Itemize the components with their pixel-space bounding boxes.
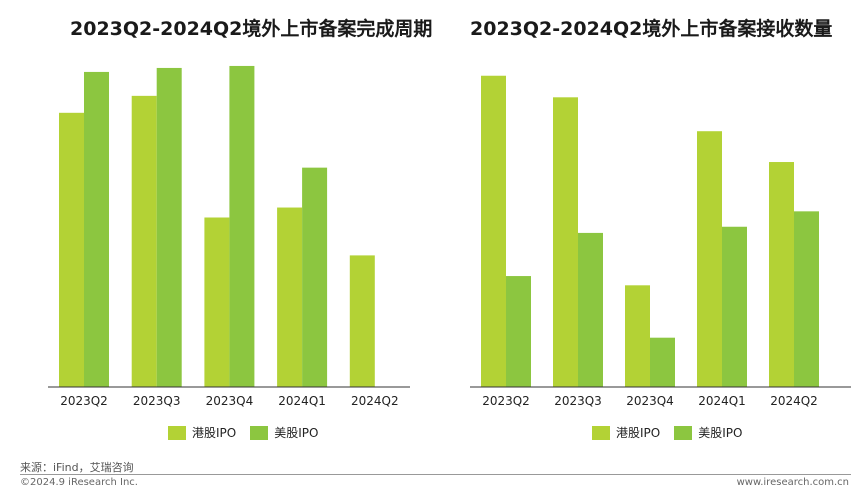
footer-divider bbox=[20, 474, 851, 475]
left-legend: 港股IPO 美股IPO bbox=[168, 424, 332, 441]
x-tick-label: 2023Q2 bbox=[482, 394, 530, 408]
bar-hk-2023q3 bbox=[553, 97, 578, 388]
x-tick-label: 2024Q2 bbox=[351, 394, 399, 408]
copyright-text: ©2024.9 iResearch Inc. bbox=[20, 477, 138, 488]
bar-hk-2024q2 bbox=[769, 162, 794, 387]
legend-item-hk: 港股IPO bbox=[592, 424, 660, 441]
bar-us-2024q2 bbox=[794, 211, 819, 387]
right-bar-chart: 2023Q2 2023Q3 2023Q4 2024Q1 2024Q2 bbox=[470, 75, 851, 408]
bar-hk-2023q2 bbox=[481, 75, 506, 388]
bar-hk-2024q1 bbox=[697, 131, 722, 387]
legend-item-us: 美股IPO bbox=[250, 424, 318, 441]
bar-hk-2023q3 bbox=[131, 95, 157, 387]
bar-us-2023q4 bbox=[650, 337, 675, 387]
bar-hk-2023q4 bbox=[625, 285, 650, 387]
x-tick-label: 2024Q1 bbox=[698, 394, 746, 408]
bar-us-2023q3 bbox=[156, 67, 182, 388]
x-tick-label: 2023Q3 bbox=[554, 394, 602, 408]
x-tick-label: 2023Q4 bbox=[626, 394, 674, 408]
website-url: www.iresearch.com.cn bbox=[736, 477, 849, 488]
bar-hk-2024q1 bbox=[277, 207, 303, 387]
left-bar-chart: 2023Q2 2023Q3 2023Q4 2024Q1 2024Q2 bbox=[48, 65, 410, 408]
legend-swatch-us bbox=[674, 425, 693, 440]
x-tick-label: 2024Q2 bbox=[770, 394, 818, 408]
bar-us-2023q4 bbox=[229, 65, 255, 388]
bar-hk-2024q2 bbox=[349, 255, 375, 387]
source-note: 来源：iFind，艾瑞咨询 bbox=[20, 461, 134, 474]
right-chart-title: 2023Q2-2024Q2境外上市备案接收数量 bbox=[470, 18, 833, 40]
bar-us-2023q2 bbox=[506, 276, 531, 387]
bar-hk-2023q2 bbox=[59, 112, 84, 387]
legend-label-us: 美股IPO bbox=[698, 426, 743, 440]
right-legend: 港股IPO 美股IPO bbox=[592, 424, 756, 441]
legend-swatch-hk bbox=[168, 425, 186, 440]
left-chart-title: 2023Q2-2024Q2境外上市备案完成周期 bbox=[70, 18, 433, 40]
legend-item-us: 美股IPO bbox=[674, 424, 742, 441]
bar-us-2023q3 bbox=[578, 232, 603, 387]
x-tick-label: 2023Q2 bbox=[60, 394, 108, 408]
legend-item-hk: 港股IPO bbox=[168, 424, 236, 441]
legend-swatch-us bbox=[250, 425, 269, 440]
legend-label-hk: 港股IPO bbox=[192, 426, 237, 440]
bar-us-2024q1 bbox=[722, 226, 747, 387]
x-tick-label: 2023Q3 bbox=[133, 394, 181, 408]
legend-swatch-hk bbox=[592, 425, 610, 440]
legend-label-us: 美股IPO bbox=[274, 426, 319, 440]
bar-us-2023q2 bbox=[84, 71, 109, 387]
legend-label-hk: 港股IPO bbox=[616, 426, 661, 440]
bar-hk-2023q4 bbox=[204, 217, 230, 387]
x-tick-label: 2023Q4 bbox=[206, 394, 254, 408]
x-tick-label: 2024Q1 bbox=[278, 394, 326, 408]
bar-us-2024q1 bbox=[302, 167, 328, 387]
